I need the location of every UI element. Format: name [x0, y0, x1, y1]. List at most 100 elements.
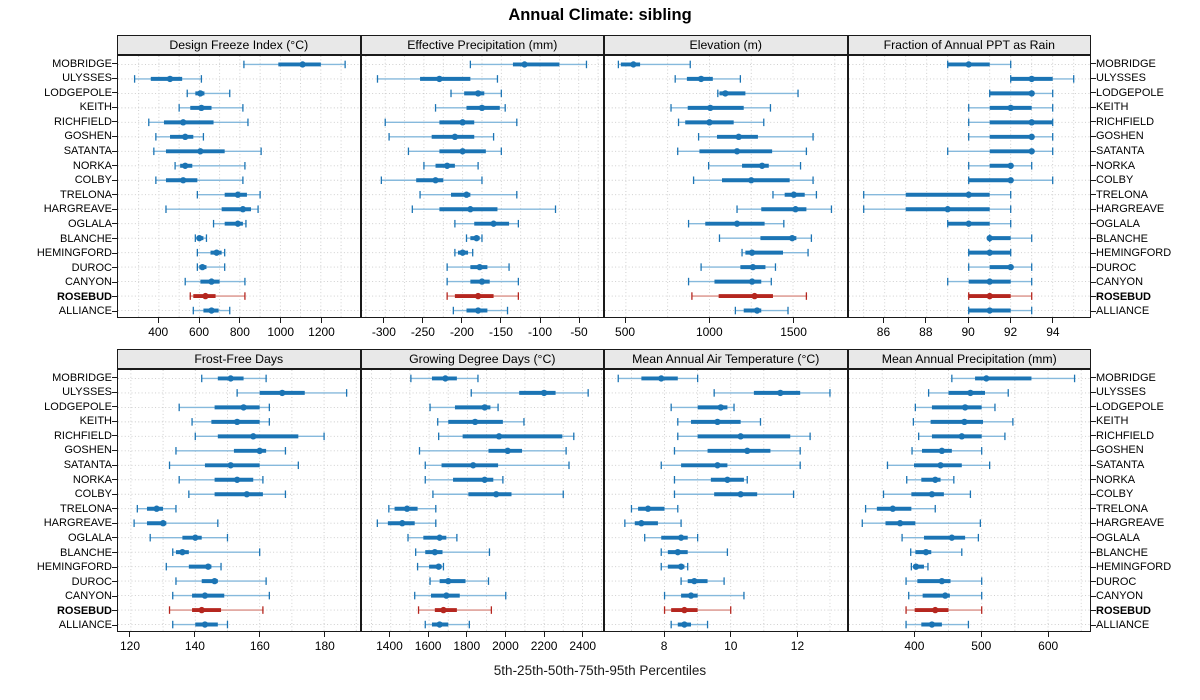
- median-dot: [938, 577, 945, 585]
- median-dot: [737, 433, 744, 440]
- x-tick-label-frost-free-days: 180: [314, 639, 335, 653]
- y-tick-right: [1091, 310, 1096, 312]
- median-dot: [431, 548, 438, 556]
- x-tick-label-effective-precipitation-mm: -50: [570, 325, 588, 339]
- y-tick-left: [112, 581, 117, 583]
- panel-header-growing-degree-days-c: Growing Degree Days (°C): [360, 349, 604, 369]
- station-label-left: DUROC: [71, 261, 112, 274]
- median-dot: [958, 433, 965, 440]
- panel-growing-degree-days-c: [360, 369, 604, 632]
- x-tick-fraction-of-annual-ppt-as-rain: [1052, 318, 1054, 323]
- station-label-right: HEMINGFORD: [1096, 247, 1172, 260]
- median-dot: [469, 462, 476, 469]
- median-dot: [707, 104, 714, 112]
- median-dot: [441, 375, 449, 382]
- panel-header-frost-free-days: Frost-Free Days: [117, 349, 361, 369]
- y-tick-left: [112, 610, 117, 612]
- station-label-left: OGLALA: [67, 531, 112, 544]
- median-dot: [462, 191, 470, 198]
- y-tick-right: [1091, 581, 1096, 583]
- panel-plot-effective-precipitation-mm: [361, 56, 603, 317]
- x-tick-fraction-of-annual-ppt-as-rain: [967, 318, 969, 323]
- y-tick-right: [1091, 493, 1096, 495]
- y-tick-left: [112, 493, 117, 495]
- x-tick-growing-degree-days-c: [504, 632, 506, 637]
- station-label-right: BLANCHE: [1096, 546, 1148, 559]
- station-label-right: ULYSSES: [1096, 72, 1146, 85]
- y-tick-left: [112, 377, 117, 378]
- station-label-right: ULYSSES: [1096, 386, 1146, 399]
- x-tick-label-fraction-of-annual-ppt-as-rain: 90: [961, 325, 975, 339]
- y-tick-left: [112, 296, 117, 298]
- x-tick-fraction-of-annual-ppt-as-rain: [925, 318, 927, 323]
- median-dot: [434, 563, 442, 570]
- station-label-left: NORKA: [72, 473, 112, 486]
- x-tick-label-elevation-m: 500: [615, 325, 636, 339]
- median-dot: [233, 476, 241, 483]
- percentiles-caption: 5th-25th-50th-75th-95th Percentiles: [493, 663, 707, 678]
- median-dot: [681, 621, 688, 628]
- median-dot: [644, 505, 652, 512]
- x-tick-mean-annual-air-temperature-c: [796, 632, 798, 637]
- x-tick-mean-annual-precipitation-mm: [1047, 632, 1049, 637]
- median-dot: [192, 534, 199, 541]
- station-label-right: DUROC: [1096, 261, 1137, 274]
- median-dot: [982, 375, 990, 382]
- median-dot: [520, 61, 528, 68]
- y-tick-right: [1091, 624, 1096, 626]
- x-tick-frost-free-days: [129, 632, 131, 637]
- x-tick-mean-annual-air-temperature-c: [730, 632, 732, 637]
- y-tick-right: [1091, 479, 1096, 481]
- median-dot: [444, 577, 451, 585]
- station-label-left: LODGEPOLE: [44, 86, 112, 99]
- y-tick-left: [112, 252, 117, 254]
- station-label-left: KEITH: [79, 101, 112, 114]
- median-dot: [638, 520, 645, 527]
- y-tick-right: [1091, 267, 1096, 269]
- median-dot: [748, 177, 755, 184]
- x-tick-label-design-freeze-index-c: 400: [148, 325, 169, 339]
- x-tick-effective-precipitation-mm: [461, 318, 463, 323]
- median-dot: [733, 148, 741, 155]
- station-label-left: ULYSSES: [62, 72, 112, 85]
- x-tick-design-freeze-index-c: [157, 318, 159, 323]
- x-tick-growing-degree-days-c: [466, 632, 468, 637]
- median-dot: [931, 606, 938, 614]
- median-dot: [403, 505, 410, 512]
- x-tick-label-fraction-of-annual-ppt-as-rain: 86: [876, 325, 891, 339]
- median-dot: [748, 249, 756, 256]
- y-tick-right: [1091, 223, 1096, 225]
- median-dot: [435, 75, 443, 83]
- station-label-left: MOBRIDGE: [52, 57, 112, 70]
- station-label-left: ROSEBUD: [56, 604, 112, 617]
- median-dot: [439, 606, 447, 614]
- y-tick-right: [1091, 464, 1096, 466]
- y-tick-left: [112, 121, 117, 123]
- median-dot: [733, 220, 741, 227]
- median-dot: [960, 418, 968, 426]
- y-tick-left: [112, 223, 117, 225]
- median-dot: [208, 307, 215, 314]
- median-dot: [922, 548, 929, 556]
- x-tick-label-elevation-m: 1000: [695, 325, 723, 339]
- y-tick-left: [112, 552, 117, 554]
- y-tick-right: [1091, 238, 1096, 240]
- median-dot: [474, 307, 481, 314]
- x-tick-label-design-freeze-index-c: 600: [189, 325, 210, 339]
- x-tick-label-mean-annual-precipitation-mm: 400: [904, 639, 925, 653]
- x-tick-effective-precipitation-mm: [383, 318, 385, 323]
- median-dot: [180, 177, 187, 184]
- y-tick-left: [112, 449, 117, 451]
- y-tick-right: [1091, 537, 1096, 539]
- y-tick-right: [1091, 281, 1096, 283]
- median-dot: [961, 404, 968, 411]
- y-tick-left: [112, 537, 117, 539]
- panel-plot-mean-annual-air-temperature-c: [605, 370, 847, 631]
- station-label-right: MOBRIDGE: [1096, 371, 1156, 384]
- station-label-right: ALLIANCE: [1096, 305, 1150, 318]
- y-tick-left: [112, 522, 117, 524]
- station-label-left: TRELONA: [60, 502, 112, 515]
- station-label-left: CANYON: [64, 590, 112, 603]
- x-tick-label-frost-free-days: 140: [184, 639, 205, 653]
- median-dot: [451, 133, 458, 140]
